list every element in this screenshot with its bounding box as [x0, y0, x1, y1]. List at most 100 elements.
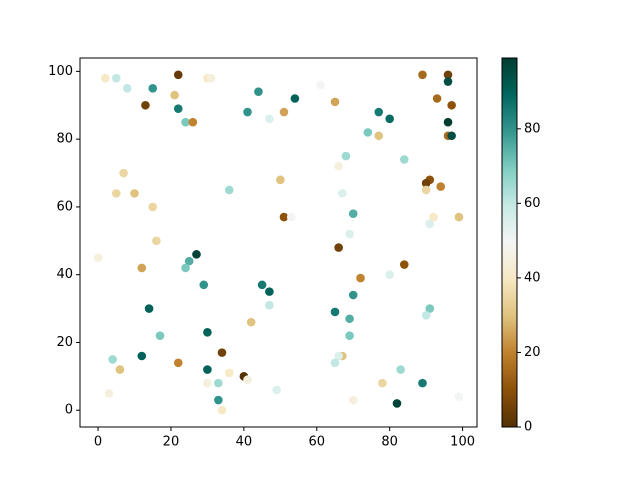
point	[421, 185, 431, 195]
point	[374, 131, 384, 141]
point	[137, 263, 147, 273]
point	[173, 358, 183, 368]
point	[188, 117, 198, 127]
point	[265, 300, 274, 310]
point	[122, 84, 132, 93]
point	[378, 378, 387, 388]
point	[214, 378, 223, 388]
point	[429, 212, 438, 222]
point	[115, 365, 125, 374]
point	[148, 202, 158, 212]
point	[137, 351, 147, 361]
y-tick-label: 40	[56, 267, 73, 282]
point	[330, 358, 340, 368]
colorbar-tick-label: 20	[524, 345, 541, 360]
point	[399, 155, 409, 164]
point	[279, 212, 289, 222]
point	[363, 128, 373, 137]
point	[454, 212, 464, 222]
point	[130, 189, 139, 198]
point	[246, 317, 256, 327]
point	[334, 243, 343, 252]
point	[443, 70, 453, 80]
point	[155, 331, 165, 340]
point	[425, 219, 435, 229]
point	[199, 280, 209, 290]
point	[443, 117, 453, 127]
y-tick-label: 0	[65, 403, 73, 418]
point	[443, 77, 453, 86]
point	[119, 168, 128, 178]
point	[203, 327, 212, 337]
point	[421, 178, 431, 188]
point	[243, 375, 252, 385]
point	[265, 287, 274, 296]
point	[272, 385, 281, 395]
point	[257, 280, 267, 290]
point	[385, 270, 394, 279]
point	[334, 351, 343, 361]
point	[330, 97, 340, 107]
point	[192, 250, 201, 259]
point	[93, 253, 103, 263]
point	[217, 405, 227, 415]
point	[330, 307, 340, 317]
point	[181, 117, 190, 127]
point	[206, 73, 216, 83]
point	[152, 236, 161, 246]
point	[184, 256, 194, 266]
point	[316, 80, 325, 90]
y-tick-label: 100	[48, 64, 73, 79]
point	[436, 182, 446, 191]
colorbar-tick-label: 0	[524, 420, 532, 435]
x-tick-label: 20	[163, 435, 180, 450]
x-tick-label: 100	[450, 435, 475, 450]
y-tick-label: 60	[56, 199, 73, 214]
point	[454, 392, 464, 401]
x-tick-label: 60	[309, 435, 326, 450]
point	[224, 368, 234, 378]
point	[396, 365, 405, 374]
point	[337, 189, 347, 198]
point	[173, 104, 183, 113]
point	[418, 70, 427, 80]
point	[341, 151, 351, 161]
point	[108, 355, 117, 364]
point	[265, 114, 274, 124]
point	[141, 100, 150, 110]
colorbar-tick-label: 40	[524, 270, 541, 285]
point	[421, 311, 431, 320]
point	[345, 314, 354, 324]
point	[447, 100, 456, 110]
point	[181, 263, 190, 273]
point	[425, 304, 435, 313]
point	[348, 395, 358, 405]
point	[348, 290, 358, 300]
point	[144, 304, 154, 313]
colorbar	[501, 57, 518, 428]
plot-frame	[79, 57, 478, 428]
x-tick-label: 80	[381, 435, 398, 450]
point	[276, 175, 285, 185]
point	[111, 73, 121, 83]
point	[447, 131, 456, 141]
point	[418, 378, 427, 388]
point	[385, 114, 394, 124]
x-tick-label: 0	[94, 435, 102, 450]
point	[217, 348, 227, 357]
y-tick-label: 20	[56, 335, 73, 350]
y-tick-label: 80	[56, 132, 73, 147]
point	[104, 388, 114, 398]
point	[203, 365, 212, 374]
point	[356, 273, 365, 283]
point	[432, 94, 442, 103]
point	[170, 90, 179, 100]
point	[374, 107, 384, 117]
point	[173, 70, 183, 80]
point	[399, 260, 409, 269]
point	[290, 94, 300, 103]
point	[214, 395, 223, 405]
point	[148, 84, 158, 93]
point	[345, 229, 354, 239]
